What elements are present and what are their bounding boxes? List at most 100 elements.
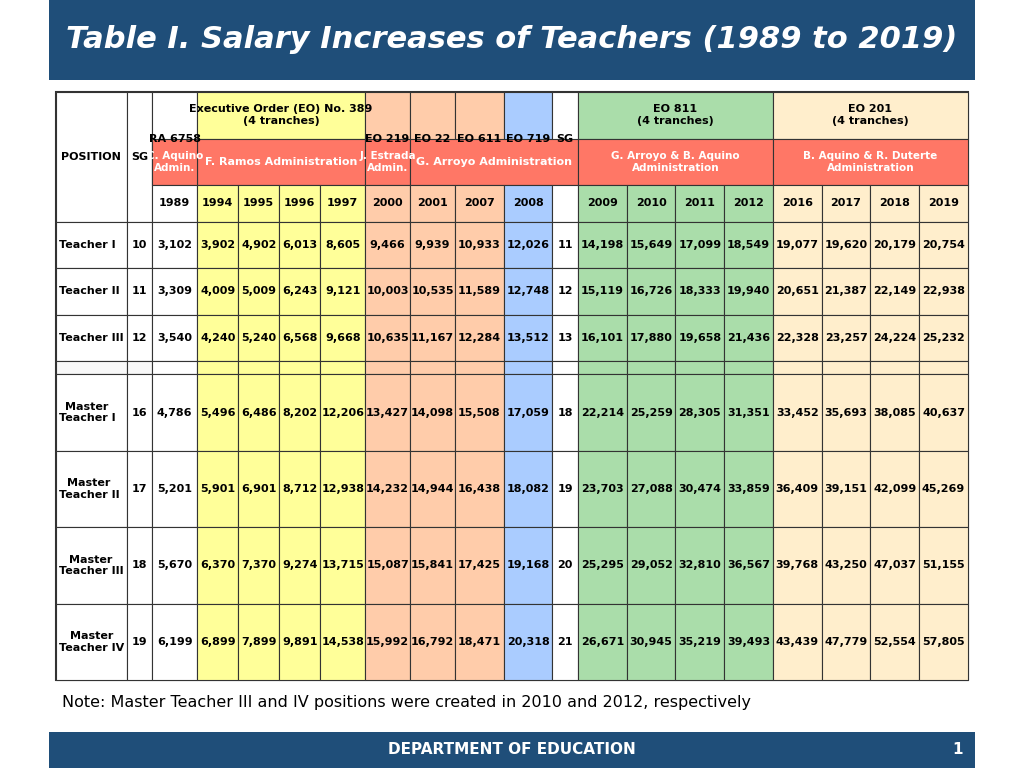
FancyBboxPatch shape <box>676 268 724 315</box>
FancyBboxPatch shape <box>504 315 552 361</box>
FancyBboxPatch shape <box>56 374 127 451</box>
FancyBboxPatch shape <box>198 361 239 374</box>
Text: 42,099: 42,099 <box>873 484 916 494</box>
FancyBboxPatch shape <box>127 451 153 527</box>
FancyBboxPatch shape <box>552 221 578 268</box>
FancyBboxPatch shape <box>627 604 676 680</box>
Text: 57,805: 57,805 <box>923 637 965 647</box>
Text: 30,474: 30,474 <box>678 484 721 494</box>
FancyBboxPatch shape <box>153 374 198 451</box>
FancyBboxPatch shape <box>198 138 366 185</box>
FancyBboxPatch shape <box>504 221 552 268</box>
FancyBboxPatch shape <box>153 604 198 680</box>
FancyBboxPatch shape <box>504 527 552 604</box>
Text: RA 6758: RA 6758 <box>148 134 201 144</box>
Text: 18: 18 <box>132 561 147 571</box>
FancyBboxPatch shape <box>578 221 627 268</box>
FancyBboxPatch shape <box>455 92 504 185</box>
FancyBboxPatch shape <box>366 527 410 604</box>
FancyBboxPatch shape <box>366 185 410 221</box>
Text: 17,425: 17,425 <box>458 561 501 571</box>
FancyBboxPatch shape <box>321 374 366 451</box>
Text: 7,899: 7,899 <box>241 637 276 647</box>
FancyBboxPatch shape <box>366 374 410 451</box>
FancyBboxPatch shape <box>366 451 410 527</box>
Text: 20: 20 <box>557 561 572 571</box>
Text: 20,318: 20,318 <box>507 637 550 647</box>
Text: 2010: 2010 <box>636 198 667 208</box>
FancyBboxPatch shape <box>920 185 968 221</box>
Text: 19,658: 19,658 <box>678 333 722 343</box>
FancyBboxPatch shape <box>410 604 455 680</box>
FancyBboxPatch shape <box>127 361 153 374</box>
Text: 12,026: 12,026 <box>507 240 550 250</box>
FancyBboxPatch shape <box>920 315 968 361</box>
FancyBboxPatch shape <box>56 361 127 374</box>
FancyBboxPatch shape <box>676 451 724 527</box>
FancyBboxPatch shape <box>280 374 321 451</box>
Text: 10: 10 <box>132 240 147 250</box>
Text: 39,768: 39,768 <box>776 561 819 571</box>
FancyBboxPatch shape <box>239 451 280 527</box>
FancyBboxPatch shape <box>724 527 773 604</box>
Text: 33,452: 33,452 <box>776 408 819 418</box>
FancyBboxPatch shape <box>504 374 552 451</box>
Text: 27,088: 27,088 <box>630 484 673 494</box>
FancyBboxPatch shape <box>366 138 410 185</box>
Text: SG: SG <box>131 152 148 162</box>
Text: 21,436: 21,436 <box>727 333 770 343</box>
FancyBboxPatch shape <box>56 268 127 315</box>
Text: 33,859: 33,859 <box>727 484 770 494</box>
Text: 51,155: 51,155 <box>923 561 965 571</box>
Text: 12,748: 12,748 <box>507 286 550 296</box>
Text: 18,082: 18,082 <box>507 484 550 494</box>
FancyBboxPatch shape <box>410 451 455 527</box>
Text: 40,637: 40,637 <box>922 408 965 418</box>
FancyBboxPatch shape <box>410 361 455 374</box>
FancyBboxPatch shape <box>321 451 366 527</box>
Text: C. Aquino
Admin.: C. Aquino Admin. <box>146 151 203 173</box>
Text: 22,149: 22,149 <box>873 286 916 296</box>
Text: 19,168: 19,168 <box>507 561 550 571</box>
Text: 29,052: 29,052 <box>630 561 673 571</box>
Text: 35,693: 35,693 <box>824 408 867 418</box>
FancyBboxPatch shape <box>578 268 627 315</box>
FancyBboxPatch shape <box>870 527 920 604</box>
FancyBboxPatch shape <box>321 268 366 315</box>
FancyBboxPatch shape <box>578 604 627 680</box>
FancyBboxPatch shape <box>676 315 724 361</box>
FancyBboxPatch shape <box>552 361 578 374</box>
FancyBboxPatch shape <box>821 315 870 361</box>
Text: 21,387: 21,387 <box>824 286 867 296</box>
FancyBboxPatch shape <box>724 185 773 221</box>
Text: 23,703: 23,703 <box>581 484 624 494</box>
FancyBboxPatch shape <box>410 268 455 315</box>
Text: 21: 21 <box>557 637 573 647</box>
FancyBboxPatch shape <box>578 92 773 138</box>
Text: 2011: 2011 <box>684 198 716 208</box>
FancyBboxPatch shape <box>676 604 724 680</box>
Text: EO 22: EO 22 <box>415 134 451 144</box>
FancyBboxPatch shape <box>455 315 504 361</box>
Text: 2017: 2017 <box>830 198 861 208</box>
FancyBboxPatch shape <box>56 315 127 361</box>
Text: 15,841: 15,841 <box>411 561 454 571</box>
FancyBboxPatch shape <box>920 268 968 315</box>
Text: 6,243: 6,243 <box>282 286 317 296</box>
FancyBboxPatch shape <box>153 221 198 268</box>
FancyBboxPatch shape <box>724 315 773 361</box>
Text: EO 219: EO 219 <box>366 134 410 144</box>
FancyBboxPatch shape <box>56 604 127 680</box>
Text: Executive Order (EO) No. 389
(4 tranches): Executive Order (EO) No. 389 (4 tranches… <box>189 104 373 126</box>
Text: 8,202: 8,202 <box>283 408 317 418</box>
FancyBboxPatch shape <box>410 527 455 604</box>
Text: 6,568: 6,568 <box>282 333 317 343</box>
FancyBboxPatch shape <box>366 268 410 315</box>
FancyBboxPatch shape <box>578 374 627 451</box>
FancyBboxPatch shape <box>821 185 870 221</box>
Text: 22,214: 22,214 <box>581 408 624 418</box>
Text: 14,198: 14,198 <box>581 240 624 250</box>
Text: 6,486: 6,486 <box>241 408 276 418</box>
FancyBboxPatch shape <box>410 185 455 221</box>
Text: B. Aquino & R. Duterte
Administration: B. Aquino & R. Duterte Administration <box>803 151 938 173</box>
